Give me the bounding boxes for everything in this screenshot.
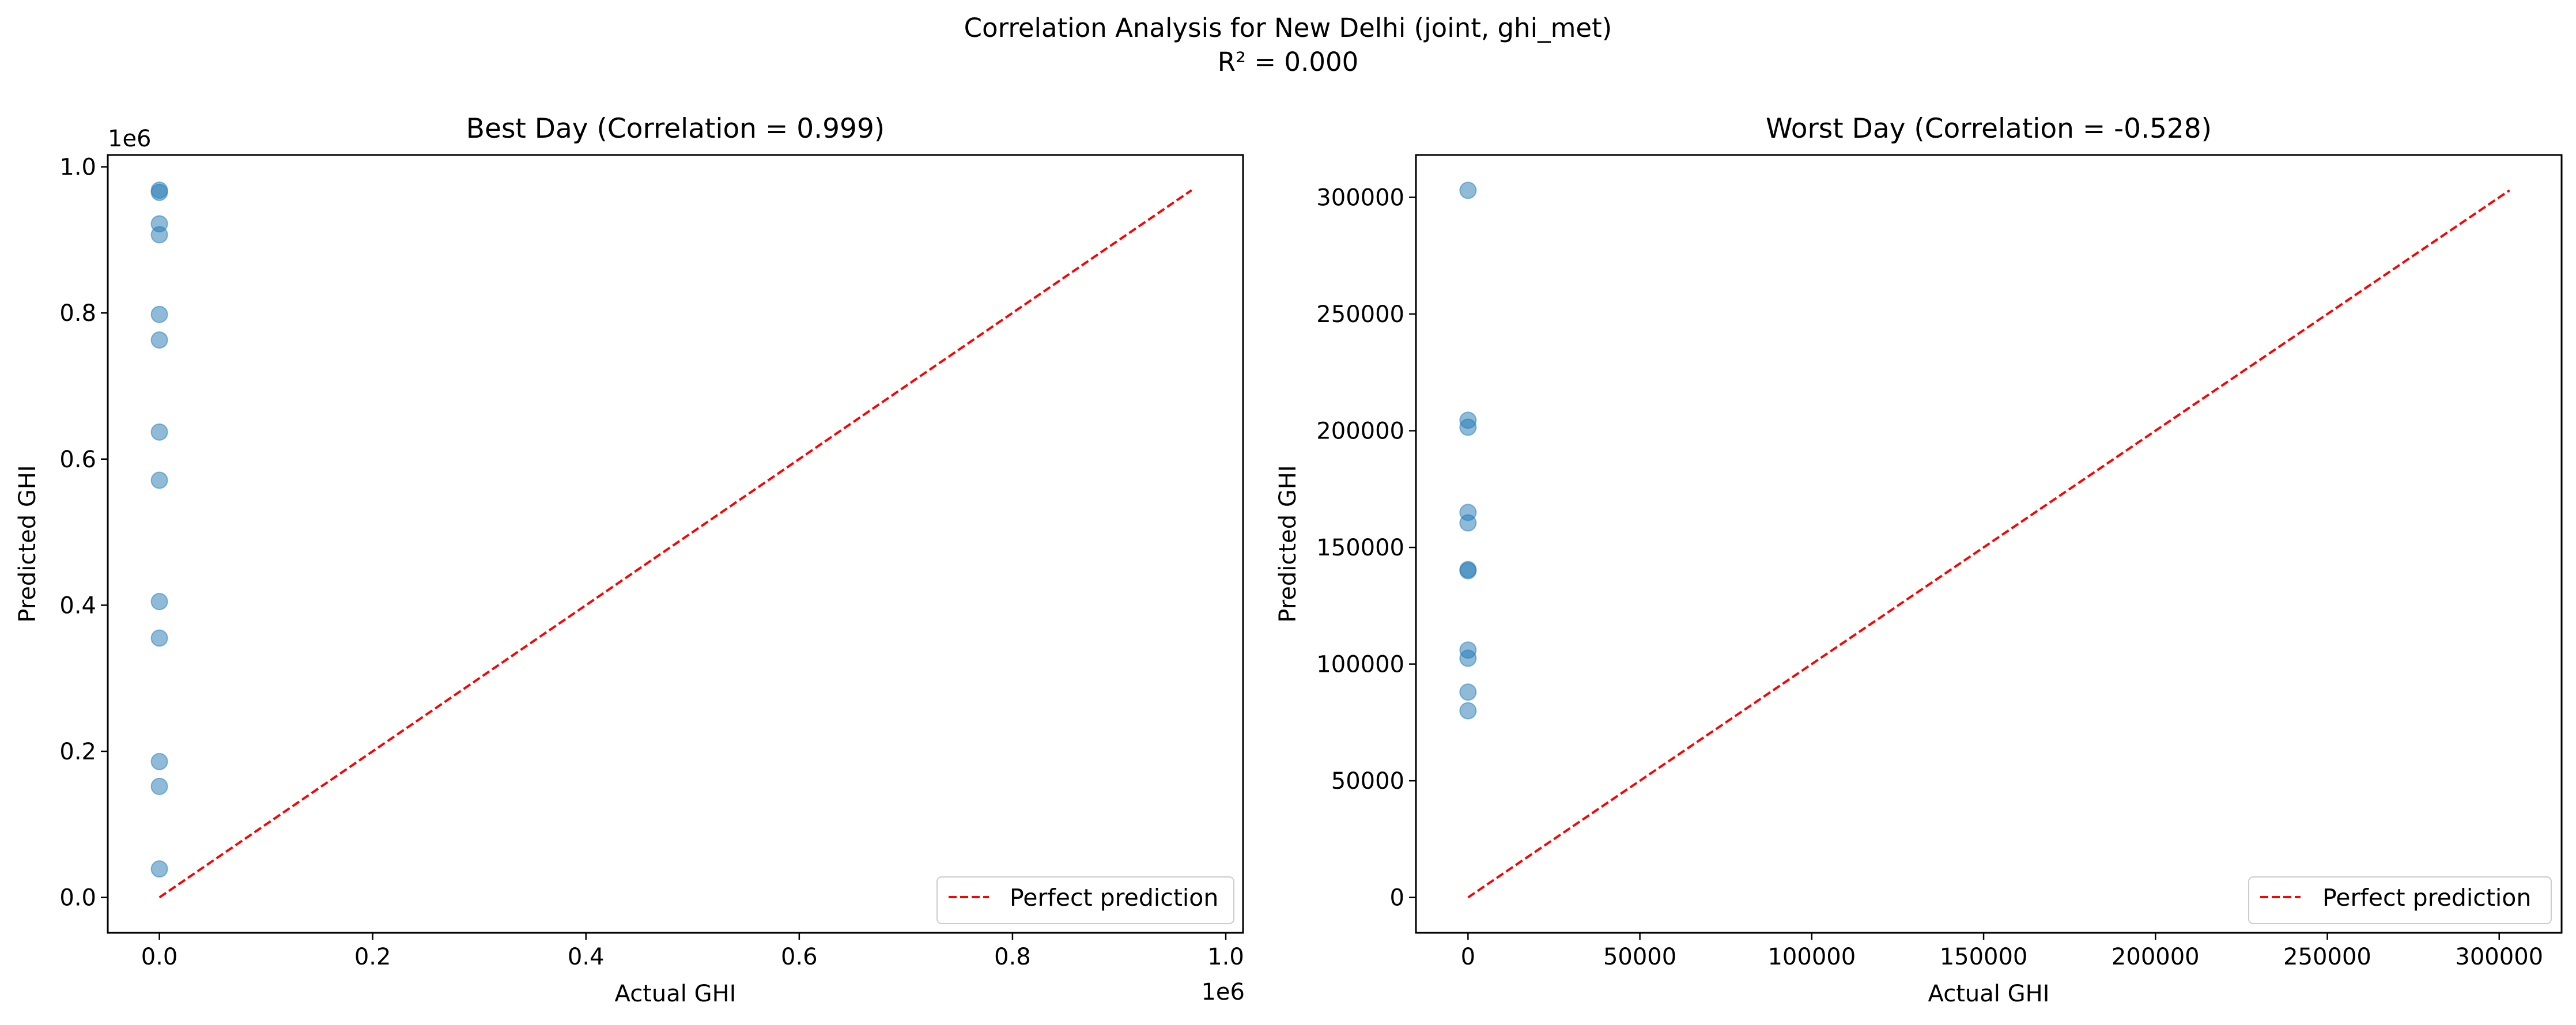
panel-best-day-ylabel: Predicted GHI (14, 465, 41, 622)
panel-best-day-ticks: 0.0 0.2 0.4 0.6 0.8 1.0 0.0 0.2 0.4 0.6 0.8 1.0 (59, 154, 1244, 970)
panel-best-day-scatter-point (150, 860, 168, 878)
panel-worst-day-x-tick-label: 200000 (2112, 944, 2200, 970)
panel-best-day-scatter-point (150, 593, 168, 611)
panel-best-day-scatter-point (150, 305, 168, 323)
panel-best-day-x-tick-label: 1.0 (1207, 944, 1244, 970)
panel-worst-day-y-tick-label: 250000 (1316, 301, 1404, 328)
panel-worst-day-y-tick-label: 100000 (1316, 652, 1404, 678)
panel-best-day-scatter-point (150, 423, 168, 441)
panel-best-day-legend-label: Perfect prediction (1010, 884, 1218, 911)
panel-worst-day-legend-box (2248, 876, 2552, 924)
panel-worst-day-x-tick-label: 300000 (2455, 944, 2543, 970)
panel-worst-day-scatter-point (1459, 702, 1477, 720)
panel-best-day-marks (150, 181, 1192, 899)
panel-worst-day-scatter-point (1459, 181, 1477, 199)
panel-best-day: Best Day (Correlation = 0.999) 0.0 0.2 0.4… (14, 113, 1245, 1007)
panel-worst-day-y-tick-label: 200000 (1316, 418, 1404, 445)
figure-suptitle: Correlation Analysis for New Delhi (join… (964, 13, 1612, 43)
panel-worst-day-legend-label: Perfect prediction (2322, 884, 2531, 911)
panel-worst-day: Worst Day (Correlation = -0.528) 0 50000 1… (1275, 113, 2563, 1007)
panel-best-day-scatter-point (150, 752, 168, 770)
panel-best-day-y-tick-label: 0.0 (59, 885, 96, 911)
panel-best-day-title: Best Day (Correlation = 0.999) (466, 113, 885, 145)
panel-best-day-y-offset-text: 1e6 (108, 126, 152, 152)
panel-worst-day-y-tick-label: 50000 (1331, 768, 1404, 795)
panel-worst-day-perfect-prediction-line (1467, 189, 2510, 899)
panel-best-day-scatter-point (150, 331, 168, 349)
panel-best-day-x-tick-label: 0.6 (781, 944, 818, 970)
panel-best-day-x-offset-text: 1e6 (1201, 979, 1245, 1005)
panel-best-day-axes-frame (107, 154, 1244, 934)
panel-worst-day-x-tick-label: 150000 (1940, 944, 2028, 970)
panel-worst-day-y-tick-label: 300000 (1316, 185, 1404, 211)
panel-best-day-legend-box (936, 876, 1234, 924)
panel-worst-day-scatter-point (1459, 683, 1477, 701)
panel-worst-day-scatter-point (1459, 649, 1477, 667)
panel-worst-day-xlabel: Actual GHI (1928, 981, 2050, 1007)
panel-worst-day-y-tick-label: 0 (1390, 885, 1404, 911)
panel-best-day-scatter-point (150, 471, 168, 489)
panel-worst-day-x-tick-label: 0 (1461, 944, 1475, 970)
panel-best-day-y-tick-label: 0.6 (59, 447, 96, 473)
panel-best-day-x-tick-label: 0.4 (568, 944, 605, 970)
panel-worst-day-x-tick-label: 100000 (1767, 944, 1856, 970)
panel-best-day-y-tick-label: 0.2 (59, 739, 96, 765)
panel-worst-day-axes-frame (1415, 154, 2563, 934)
panel-worst-day-y-tick-label: 150000 (1316, 535, 1404, 561)
panel-worst-day-scatter-point (1459, 418, 1477, 436)
panel-worst-day-title: Worst Day (Correlation = -0.528) (1766, 113, 2212, 145)
panel-worst-day-ylabel: Predicted GHI (1275, 465, 1301, 622)
panel-worst-day-legend: Perfect prediction (2248, 876, 2552, 924)
panel-worst-day-marks (1459, 181, 2510, 899)
panel-best-day-y-tick-label: 0.4 (59, 592, 96, 619)
panel-best-day-perfect-prediction-line (158, 189, 1192, 899)
figure-subtitle: R² = 0.000 (1218, 47, 1358, 77)
panel-best-day-x-tick-label: 0.0 (141, 944, 178, 970)
panel-best-day-y-tick-label: 0.8 (59, 300, 96, 327)
panel-best-day-scatter-point (150, 629, 168, 647)
panel-best-day-scatter-point (150, 183, 168, 201)
panel-best-day-scatter-point (150, 777, 168, 795)
panel-worst-day-ticks: 0 50000 100000 150000 200000 250000 300000 0 500… (1316, 185, 2543, 970)
panel-worst-day-x-tick-label: 50000 (1603, 944, 1676, 970)
panel-best-day-xlabel: Actual GHI (615, 981, 736, 1007)
panel-worst-day-x-tick-label: 250000 (2283, 944, 2371, 970)
panel-best-day-x-tick-label: 0.8 (994, 944, 1031, 970)
panel-best-day-x-tick-label: 0.2 (354, 944, 391, 970)
panel-best-day-legend: Perfect prediction (936, 876, 1234, 924)
panel-best-day-scatter-point (150, 226, 168, 244)
panel-best-day-y-tick-label: 1.0 (59, 154, 96, 181)
panel-worst-day-scatter-point (1459, 514, 1477, 532)
panel-worst-day-scatter-point (1459, 562, 1477, 580)
